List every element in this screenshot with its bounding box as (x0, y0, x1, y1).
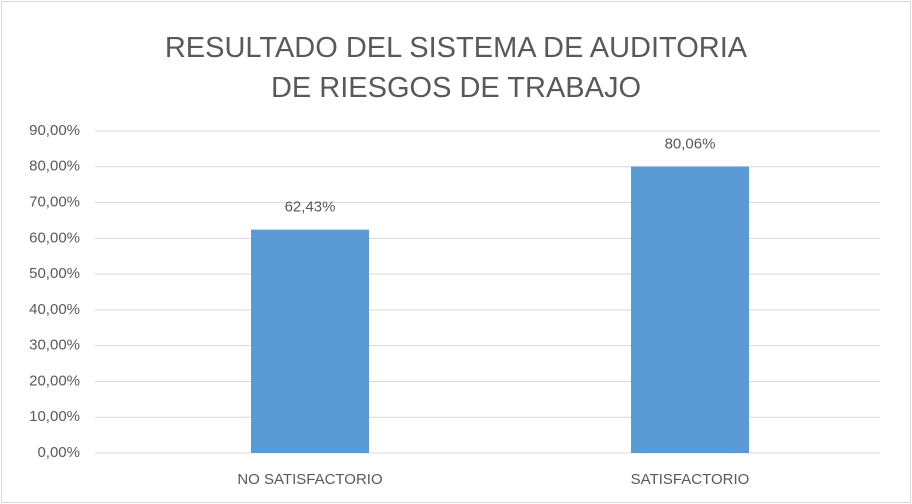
x-tick-label: NO SATISFACTORIO (237, 471, 382, 488)
y-tick-label: 0,00% (37, 444, 80, 461)
data-label: 80,06% (665, 136, 716, 153)
bar (631, 166, 749, 453)
y-tick-label: 50,00% (29, 265, 80, 282)
data-label: 62,43% (285, 199, 336, 216)
y-tick-label: 80,00% (29, 158, 80, 175)
y-tick-label: 10,00% (29, 408, 80, 425)
x-tick-label: SATISFACTORIO (631, 471, 750, 488)
y-tick-label: 40,00% (29, 301, 80, 318)
bar (251, 229, 369, 453)
y-tick-label: 70,00% (29, 194, 80, 211)
y-tick-label: 20,00% (29, 372, 80, 389)
y-tick-label: 60,00% (29, 229, 80, 246)
chart-title: RESULTADO DEL SISTEMA DE AUDITORIA DE RI… (164, 32, 748, 104)
y-tick-label: 30,00% (29, 337, 80, 354)
y-tick-label: 90,00% (29, 122, 80, 139)
